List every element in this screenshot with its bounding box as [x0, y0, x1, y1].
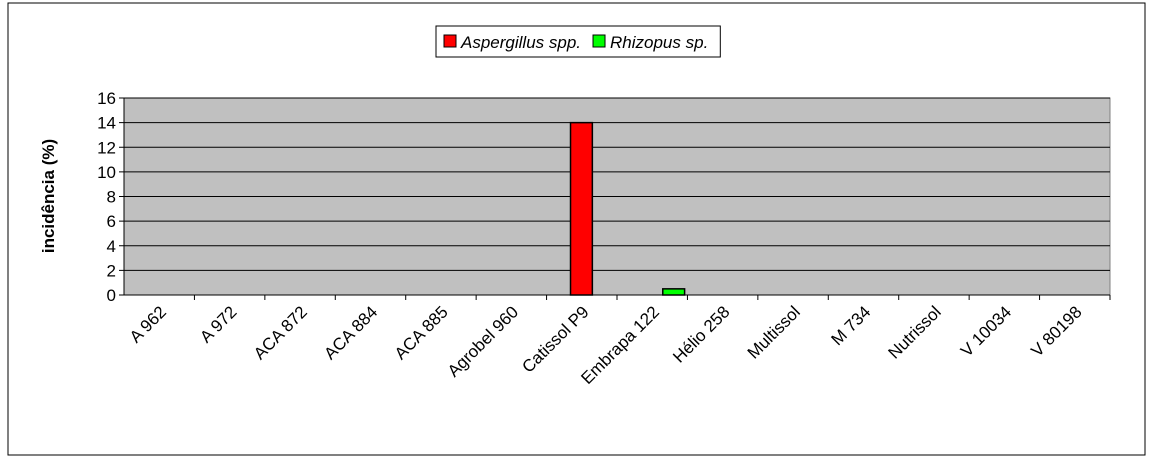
y-tick-label: 16: [97, 89, 116, 108]
y-tick-label: 12: [97, 138, 116, 157]
legend-swatch: [443, 34, 457, 48]
bar: [662, 288, 686, 296]
y-tick-label: 14: [97, 114, 116, 133]
y-axis-label: incidência (%): [39, 139, 58, 253]
y-tick-label: 8: [107, 188, 116, 207]
bar: [569, 121, 594, 296]
y-tick-label: 4: [107, 237, 116, 256]
legend-swatch: [592, 34, 606, 48]
y-tick-label: 6: [107, 212, 116, 231]
y-tick-label: 0: [107, 286, 116, 305]
legend-label: Rhizopus sp.: [610, 33, 708, 52]
legend: Aspergillus spp. Rhizopus sp.: [435, 25, 721, 58]
legend-box: [435, 25, 721, 58]
y-tick-label: 2: [107, 261, 116, 280]
y-tick-label: 10: [97, 163, 116, 182]
legend-label: Aspergillus spp.: [460, 33, 581, 52]
